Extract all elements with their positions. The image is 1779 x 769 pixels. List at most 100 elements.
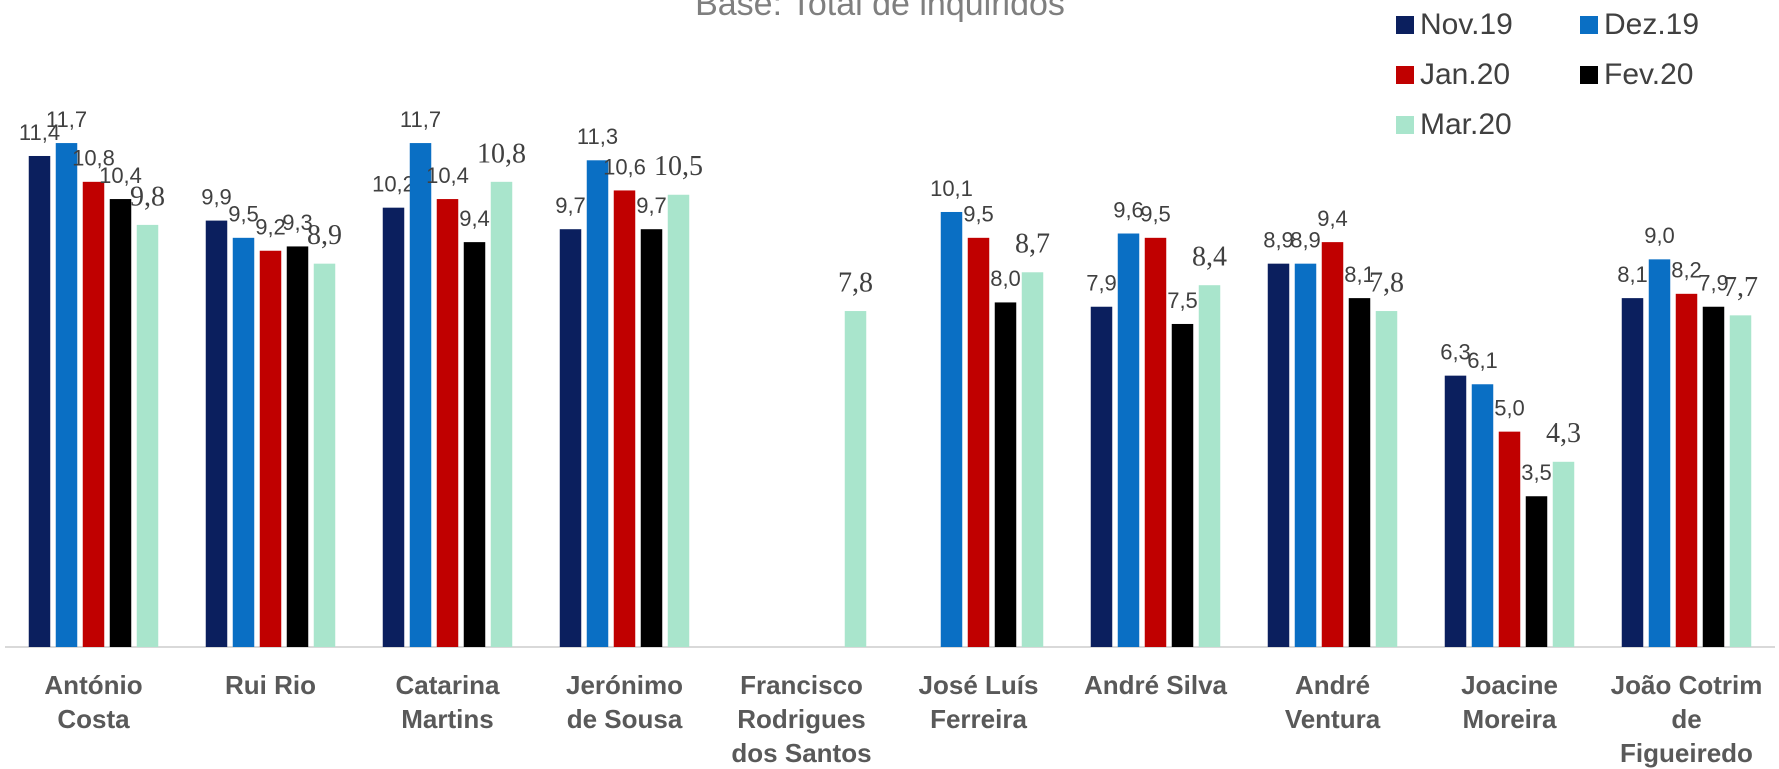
bar <box>1022 272 1044 647</box>
data-label: 7,8 <box>838 267 873 298</box>
data-label: 7,7 <box>1723 272 1758 303</box>
data-label: 11,7 <box>400 107 441 132</box>
bar <box>614 190 636 647</box>
bar <box>1091 307 1113 647</box>
bar <box>1526 496 1548 647</box>
bar <box>1322 242 1344 647</box>
bar <box>110 199 132 647</box>
bar <box>56 143 78 647</box>
bar <box>29 156 51 647</box>
x-tick-label: Francisco Rodrigues dos Santos <box>726 668 878 769</box>
chart: Base: Total de inquiridos 11,411,710,810… <box>0 0 1779 769</box>
bar <box>1445 376 1467 647</box>
data-label: 10,5 <box>654 151 703 182</box>
x-tick-label: Catarina Martins <box>372 668 524 736</box>
bar <box>845 311 867 647</box>
page: Base: Total de inquiridos 11,411,710,810… <box>0 0 1779 769</box>
legend-swatch <box>1396 66 1414 84</box>
bar <box>1472 384 1494 647</box>
bar <box>260 251 282 647</box>
data-label: 9,2 <box>255 215 286 240</box>
data-label: 8,4 <box>1192 242 1227 273</box>
data-label: 10,1 <box>930 176 973 201</box>
x-tick-label: André Ventura <box>1257 668 1409 736</box>
data-label: 4,3 <box>1546 418 1581 449</box>
data-label: 3,5 <box>1521 460 1552 485</box>
data-label: 10,4 <box>426 163 469 188</box>
data-label: 10,8 <box>477 138 526 169</box>
data-label: 9,7 <box>555 193 586 218</box>
bar <box>491 182 513 647</box>
x-tick-label: José Luís Ferreira <box>903 668 1055 736</box>
bar <box>1268 264 1290 647</box>
data-label: 7,8 <box>1369 267 1404 298</box>
bar <box>137 225 159 647</box>
chart-title: Base: Total de inquiridos <box>695 0 1065 23</box>
data-label: 11,3 <box>577 124 618 149</box>
legend-swatch <box>1396 16 1414 34</box>
legend-swatch <box>1396 116 1414 134</box>
legend-swatch <box>1580 66 1598 84</box>
data-label: 9,9 <box>201 184 232 209</box>
bar <box>1676 294 1698 647</box>
data-label: 5,0 <box>1494 395 1525 420</box>
bar <box>668 195 690 647</box>
data-label: 6,3 <box>1440 339 1471 364</box>
data-label: 9,5 <box>963 202 994 227</box>
data-label: 6,1 <box>1467 348 1498 373</box>
bar <box>1349 298 1371 647</box>
data-label: 9,0 <box>1644 223 1675 248</box>
data-label: 8,2 <box>1671 258 1702 283</box>
bar <box>1649 259 1671 647</box>
bar <box>1376 311 1398 647</box>
bar <box>1199 285 1221 647</box>
bar <box>1172 324 1194 647</box>
bar <box>410 143 432 647</box>
data-label: 8,0 <box>990 266 1021 291</box>
bar <box>1622 298 1644 647</box>
bar <box>995 302 1017 647</box>
data-label: 7,5 <box>1167 288 1198 313</box>
bar <box>83 182 105 647</box>
data-label: 8,1 <box>1617 262 1648 287</box>
x-tick-label: João Cotrim de Figueiredo <box>1611 668 1763 769</box>
data-label: 9,4 <box>459 206 490 231</box>
data-label: 9,6 <box>1113 197 1144 222</box>
bar <box>233 238 255 647</box>
data-label: 9,8 <box>130 181 165 212</box>
bar <box>1118 234 1140 647</box>
data-label: 8,9 <box>1290 227 1321 252</box>
bar <box>1730 315 1752 647</box>
bar <box>314 264 336 647</box>
bar <box>287 246 309 647</box>
data-label: 9,4 <box>1317 206 1348 231</box>
bar <box>560 229 582 647</box>
legend-swatch <box>1580 16 1598 34</box>
bar <box>206 221 228 647</box>
data-label: 9,5 <box>228 202 259 227</box>
legend-label: Nov.19 <box>1420 8 1513 41</box>
bar <box>1703 307 1725 647</box>
bar <box>437 199 459 647</box>
data-label: 8,9 <box>1263 227 1294 252</box>
bar <box>1145 238 1167 647</box>
x-tick-label: Rui Rio <box>195 668 347 702</box>
data-label: 11,7 <box>46 107 87 132</box>
bar <box>968 238 990 647</box>
x-tick-label: Joacine Moreira <box>1434 668 1586 736</box>
data-label: 8,7 <box>1015 229 1050 260</box>
x-tick-label: Jerónimo de Sousa <box>549 668 701 736</box>
bar <box>1499 432 1521 647</box>
legend-label: Jan.20 <box>1420 58 1510 91</box>
bar <box>383 208 405 647</box>
bar <box>1553 462 1575 647</box>
legend-label: Dez.19 <box>1604 8 1699 41</box>
bar <box>587 160 609 647</box>
data-label: 8,9 <box>307 220 342 251</box>
data-label: 9,5 <box>1140 202 1171 227</box>
data-label: 7,9 <box>1086 271 1117 296</box>
legend-label: Mar.20 <box>1420 108 1512 141</box>
bar <box>1295 264 1317 647</box>
bar <box>464 242 486 647</box>
data-label: 10,2 <box>372 171 415 196</box>
